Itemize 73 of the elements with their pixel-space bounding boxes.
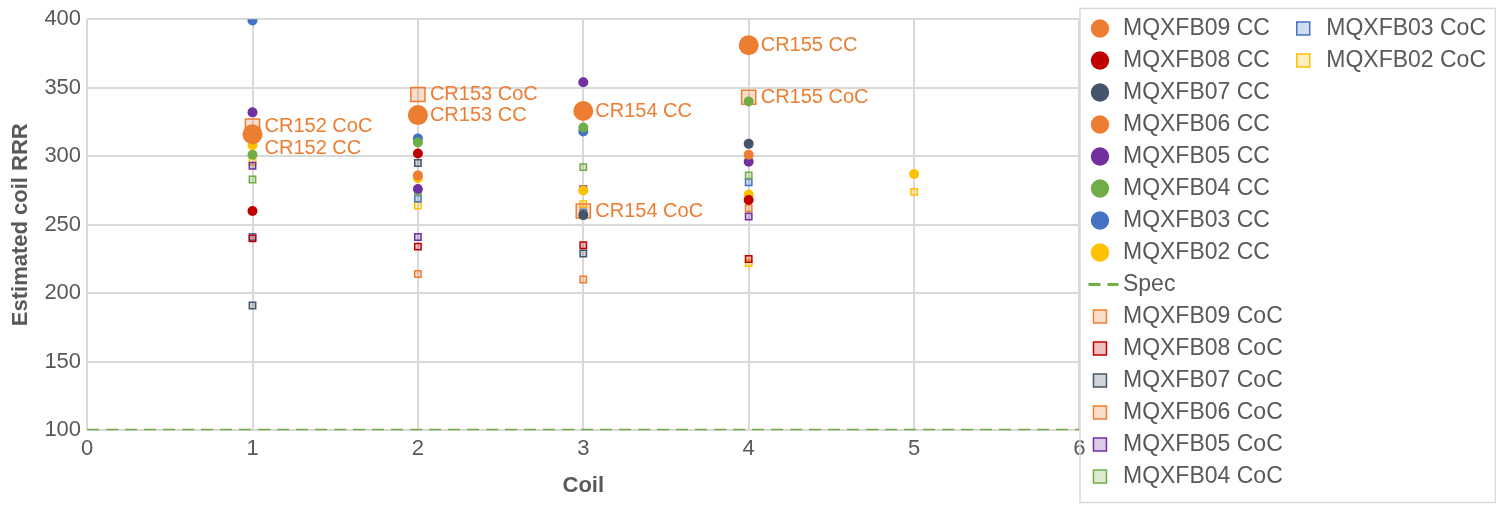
point: [744, 212, 753, 221]
x-tick-label: 5: [907, 435, 921, 461]
point: [743, 195, 754, 206]
legend-label: MQXFB02 CoC: [1326, 45, 1486, 72]
point: [578, 122, 589, 133]
point: [579, 275, 588, 284]
x-tick-label: 0: [80, 435, 94, 461]
legend-label: MQXFB02 CC: [1122, 237, 1270, 264]
annotation: CR155 CC: [760, 32, 858, 55]
point: [413, 233, 422, 241]
y-tick-label: 300: [44, 142, 82, 168]
annotation: CR153 CoC: [429, 82, 538, 105]
annotation: CR155 CoC: [760, 84, 869, 107]
x-tick-label: 3: [577, 435, 590, 461]
point: [743, 138, 754, 149]
point: [413, 194, 422, 203]
legend-label: MQXFB03 CoC: [1326, 13, 1486, 40]
annotation: CR154 CoC: [595, 198, 704, 221]
legend-label: MQXFB06 CoC: [1122, 397, 1283, 424]
point: [909, 169, 920, 180]
point: [579, 163, 588, 172]
point: [744, 255, 753, 263]
legend-label: MQXFB05 CoC: [1122, 429, 1283, 456]
x-tick-label: 1: [246, 435, 259, 461]
y-tick-label: 350: [44, 73, 82, 99]
point: [247, 149, 258, 160]
point: [410, 86, 426, 103]
legend-label: MQXFB06 CC: [1122, 109, 1270, 136]
legend-label: MQXFB07 CC: [1122, 77, 1270, 104]
y-tick-label: 100: [44, 416, 82, 442]
y-axis-title: Estimated coil RRR: [7, 123, 33, 327]
point: [573, 100, 594, 121]
point: [412, 148, 423, 159]
annotation: CR154 CC: [595, 98, 692, 121]
legend-label: MQXFB05 CC: [1122, 141, 1270, 168]
y-tick-label: 150: [44, 347, 82, 373]
point: [413, 270, 422, 278]
point: [743, 149, 754, 160]
legend-label: MQXFB08 CC: [1122, 45, 1270, 72]
point: [413, 159, 422, 167]
point: [744, 171, 753, 180]
annotation: CR153 CC: [429, 102, 527, 125]
legend-label: MQXFB09 CoC: [1122, 301, 1283, 328]
legend-label: MQXFB03 CC: [1122, 205, 1270, 232]
y-tick-label: 400: [44, 5, 82, 31]
x-tick-label: 4: [742, 435, 755, 461]
point: [247, 206, 258, 216]
x-axis-title: Coil: [562, 471, 605, 497]
point: [407, 105, 428, 126]
point: [579, 249, 588, 258]
point: [248, 161, 257, 170]
point: [413, 242, 422, 251]
point: [412, 137, 423, 148]
legend-label: MQXFB04 CoC: [1122, 461, 1283, 488]
point: [738, 35, 759, 56]
point: [242, 124, 263, 145]
x-tick-label: 2: [411, 435, 425, 461]
point: [579, 241, 588, 250]
legend-label: MQXFB04 CC: [1122, 173, 1270, 200]
legend-label: Spec: [1122, 269, 1176, 296]
point: [910, 187, 919, 196]
y-tick-label: 200: [44, 279, 82, 305]
y-tick-label: 250: [44, 210, 82, 236]
point: [744, 178, 753, 187]
legend-label: MQXFB08 CoC: [1122, 333, 1283, 360]
annotation: CR152 CC: [264, 135, 362, 158]
legend-label: MQXFB09 CC: [1122, 13, 1270, 40]
x-tick-label: 6: [1073, 435, 1086, 461]
annotation: CR152 CoC: [264, 113, 373, 136]
legend-label: MQXFB07 CoC: [1122, 365, 1283, 392]
point: [578, 77, 589, 88]
point: [247, 107, 258, 118]
point: [744, 204, 753, 213]
